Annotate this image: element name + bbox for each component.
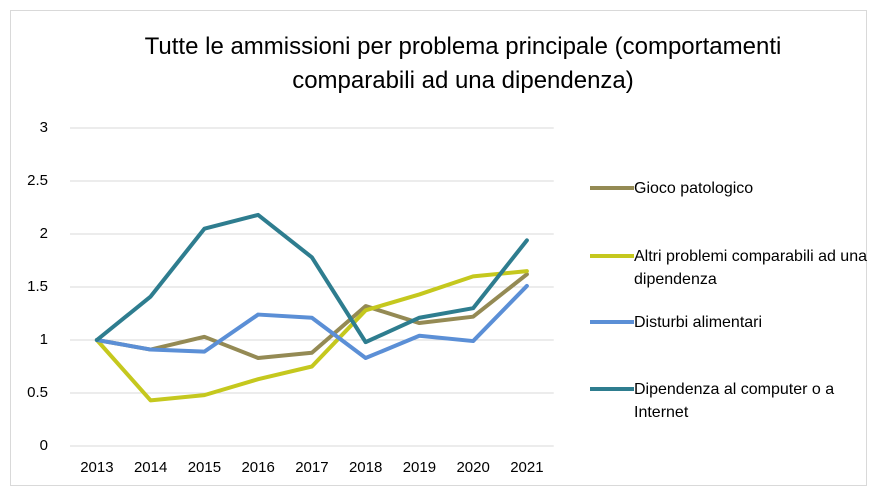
series-line	[94, 212, 529, 345]
legend-label: Altri problemi comparabili ad una dipend…	[634, 248, 867, 288]
y-tick-label: 1.5	[27, 278, 48, 295]
legend-swatch	[590, 254, 634, 258]
legend-swatch	[590, 387, 634, 391]
legend-item: Altri problemi comparabili ad una dipend…	[590, 245, 875, 291]
x-tick-label: 2019	[403, 459, 436, 476]
series-line	[94, 283, 529, 361]
x-tick-label: 2018	[349, 459, 382, 476]
y-tick-label: 1	[40, 331, 48, 348]
legend-swatch	[590, 186, 634, 190]
y-tick-label: 2	[40, 225, 48, 242]
y-tick-label: 3	[40, 119, 48, 136]
legend-swatch	[590, 320, 634, 324]
y-tick-label: 2.5	[27, 172, 48, 189]
legend-label: Dipendenza al computer o a Internet	[634, 381, 835, 421]
chart-border	[10, 10, 867, 486]
legend-label: Disturbi alimentari	[634, 314, 763, 331]
series-line	[94, 272, 529, 361]
x-tick-label: 2015	[188, 459, 221, 476]
legend-item: Gioco patologico	[590, 177, 875, 200]
x-tick-label: 2021	[510, 459, 543, 476]
x-tick-label: 2014	[134, 459, 167, 476]
chart-title: Tutte le ammissioni per problema princip…	[144, 33, 782, 94]
x-tick-label: 2017	[295, 459, 328, 476]
legend-label: Gioco patologico	[634, 180, 754, 197]
y-tick-label: 0	[40, 437, 48, 454]
y-tick-label: 0.5	[27, 384, 48, 401]
series-line	[94, 269, 529, 403]
legend-item: Dipendenza al computer o a Internet	[590, 378, 875, 424]
legend-item: Disturbi alimentari	[590, 311, 875, 334]
x-tick-label: 2013	[80, 459, 113, 476]
x-tick-label: 2020	[456, 459, 489, 476]
x-tick-label: 2016	[241, 459, 274, 476]
